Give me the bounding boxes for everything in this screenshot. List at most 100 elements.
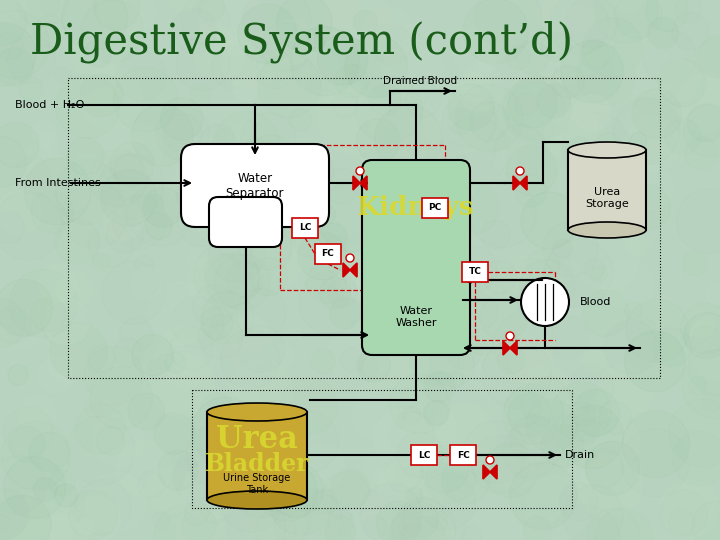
Circle shape <box>400 517 446 540</box>
FancyBboxPatch shape <box>181 144 329 227</box>
Circle shape <box>132 334 174 376</box>
Circle shape <box>242 485 297 540</box>
Circle shape <box>99 154 163 219</box>
Circle shape <box>320 223 347 251</box>
Circle shape <box>560 405 624 469</box>
Circle shape <box>459 285 478 304</box>
Circle shape <box>418 473 476 530</box>
Circle shape <box>552 239 572 258</box>
Circle shape <box>0 123 39 168</box>
Circle shape <box>231 461 289 518</box>
Circle shape <box>408 510 453 540</box>
Circle shape <box>626 462 643 480</box>
Circle shape <box>179 81 220 122</box>
Circle shape <box>44 299 89 345</box>
Circle shape <box>595 420 641 465</box>
Circle shape <box>571 402 595 426</box>
Circle shape <box>405 82 441 117</box>
Circle shape <box>509 462 577 530</box>
Circle shape <box>62 0 127 50</box>
FancyBboxPatch shape <box>411 445 437 465</box>
Circle shape <box>209 226 265 282</box>
Circle shape <box>254 258 320 323</box>
Circle shape <box>109 388 130 409</box>
Circle shape <box>117 442 171 496</box>
Circle shape <box>389 507 451 540</box>
Circle shape <box>131 105 193 166</box>
Circle shape <box>503 256 564 316</box>
Circle shape <box>0 192 63 260</box>
Circle shape <box>269 463 323 517</box>
Circle shape <box>364 439 419 495</box>
Circle shape <box>371 24 412 64</box>
Circle shape <box>4 456 66 518</box>
Text: From Intestines: From Intestines <box>15 178 101 188</box>
Circle shape <box>503 384 564 444</box>
Circle shape <box>0 279 53 336</box>
Circle shape <box>660 480 719 538</box>
Circle shape <box>652 328 691 366</box>
Circle shape <box>78 517 95 535</box>
Circle shape <box>629 166 673 210</box>
Circle shape <box>588 509 640 540</box>
Circle shape <box>1 421 71 490</box>
Circle shape <box>544 0 595 38</box>
Polygon shape <box>513 176 527 190</box>
Circle shape <box>377 501 421 540</box>
Circle shape <box>669 399 720 467</box>
Circle shape <box>168 174 194 200</box>
Circle shape <box>255 510 296 540</box>
Circle shape <box>318 35 368 85</box>
Circle shape <box>276 0 332 51</box>
Circle shape <box>98 0 155 38</box>
Circle shape <box>677 73 720 132</box>
Circle shape <box>562 112 630 181</box>
Circle shape <box>685 137 717 170</box>
Circle shape <box>172 9 217 53</box>
Circle shape <box>516 93 537 115</box>
Circle shape <box>188 256 241 309</box>
Circle shape <box>43 515 79 540</box>
Circle shape <box>505 401 575 470</box>
Circle shape <box>0 283 53 350</box>
Circle shape <box>56 272 92 308</box>
Circle shape <box>40 133 58 151</box>
Circle shape <box>256 50 294 89</box>
Circle shape <box>263 186 289 212</box>
Circle shape <box>223 220 253 249</box>
Circle shape <box>494 321 556 383</box>
Circle shape <box>516 167 524 175</box>
Circle shape <box>596 133 621 157</box>
Circle shape <box>243 0 310 53</box>
Circle shape <box>559 154 579 175</box>
Circle shape <box>55 75 120 139</box>
Circle shape <box>467 339 528 399</box>
Circle shape <box>92 253 110 271</box>
Circle shape <box>19 77 42 100</box>
Circle shape <box>291 0 358 40</box>
Circle shape <box>221 471 282 532</box>
Circle shape <box>84 40 112 68</box>
Circle shape <box>222 316 275 369</box>
Circle shape <box>441 117 509 185</box>
Circle shape <box>94 0 140 30</box>
Circle shape <box>603 260 653 310</box>
Circle shape <box>225 154 253 183</box>
Circle shape <box>559 416 580 437</box>
Circle shape <box>335 64 369 98</box>
Circle shape <box>625 230 652 256</box>
Circle shape <box>483 443 538 497</box>
Circle shape <box>278 45 342 109</box>
Circle shape <box>597 364 653 421</box>
Circle shape <box>315 204 336 225</box>
Circle shape <box>328 510 354 536</box>
Circle shape <box>113 68 178 132</box>
Circle shape <box>424 372 455 402</box>
Circle shape <box>604 162 632 190</box>
Circle shape <box>307 264 346 303</box>
Circle shape <box>346 254 354 262</box>
Circle shape <box>227 499 286 540</box>
Circle shape <box>330 470 370 509</box>
Circle shape <box>430 272 469 312</box>
Circle shape <box>361 6 415 59</box>
